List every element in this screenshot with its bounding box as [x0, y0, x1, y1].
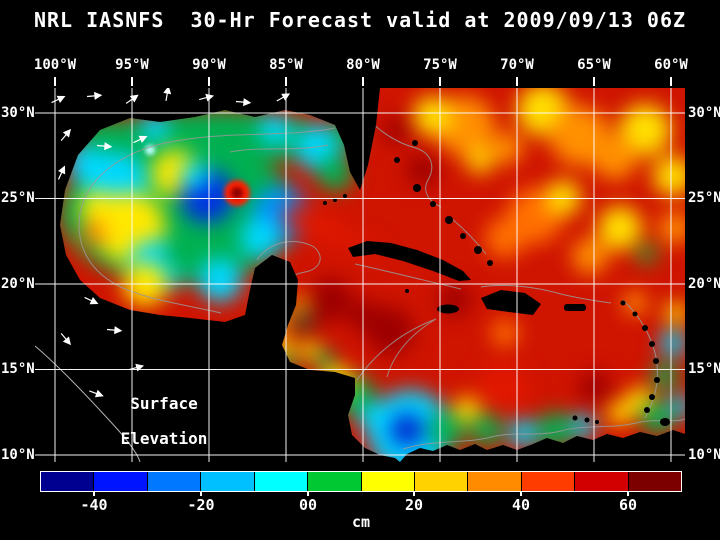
island-jamaica: [437, 304, 459, 314]
lon-tick-label: 60°W: [654, 57, 688, 73]
annotation-elevation: Elevation: [120, 429, 208, 448]
lon-tick-label: 70°W: [500, 57, 534, 73]
lat-tick-label: 10°N: [688, 447, 720, 463]
colorbar-segment: [361, 472, 414, 491]
colorbar-segment: [575, 472, 628, 491]
islands-florida-keys: [323, 194, 409, 293]
lon-tick-label: 80°W: [346, 57, 380, 73]
colorbar-tick-mark: [93, 492, 95, 496]
lon-tick-mark: [516, 77, 518, 86]
colorbar-segment: [628, 472, 682, 491]
lon-tick-label: 65°W: [577, 57, 611, 73]
pacific-coastline: [34, 345, 141, 463]
colorbar-segment: [41, 472, 94, 491]
lat-tick-label: 10°N: [1, 447, 35, 463]
lat-tick-label: 20°N: [688, 276, 720, 292]
colorbar-tick-mark: [520, 492, 522, 496]
lat-tick-label: 30°N: [1, 105, 35, 121]
lon-tick-mark: [208, 77, 210, 86]
island-puerto-rico: [564, 304, 586, 311]
colorbar-segment: [468, 472, 521, 491]
lon-tick-mark: [131, 77, 133, 86]
lon-tick-label: 75°W: [423, 57, 457, 73]
grid-lines: [35, 88, 685, 462]
colorbar-segment: [147, 472, 201, 491]
colorbar-segment: [414, 472, 468, 491]
colorbar-segment: [308, 472, 361, 491]
colorbar-tick-label: -20: [187, 496, 215, 514]
annotation-surface: Surface: [130, 394, 198, 413]
lon-tick-label: 85°W: [269, 57, 303, 73]
colorbar-segment: [254, 472, 308, 491]
colorbar-tick-mark: [307, 492, 309, 496]
lat-tick-label: 25°N: [1, 190, 35, 206]
lon-tick-mark: [54, 77, 56, 86]
colorbar-tick-label: -40: [80, 496, 108, 514]
colorbar-tick-mark: [413, 492, 415, 496]
lat-tick-label: 30°N: [688, 105, 720, 121]
colorbar-tick-label: 40: [511, 496, 531, 514]
lon-tick-mark: [285, 77, 287, 86]
colorbar-unit-label: cm: [351, 513, 371, 531]
lat-tick-label: 20°N: [1, 276, 35, 292]
elevation-map-svg: [34, 84, 693, 474]
landmass-south-america: [400, 430, 685, 462]
lon-tick-mark: [362, 77, 364, 86]
island-trinidad: [660, 418, 670, 426]
islands-bahamas: [394, 140, 493, 266]
lon-tick-label: 90°W: [192, 57, 226, 73]
page-title: NRL IASNFS 30-Hr Forecast valid at 2009/…: [33, 8, 687, 32]
colorbar-tick-mark: [627, 492, 629, 496]
island-hispaniola: [481, 290, 541, 315]
lon-tick-mark: [593, 77, 595, 86]
map-plot: [34, 84, 693, 474]
lon-tick-mark: [670, 77, 672, 86]
lon-tick-label: 95°W: [115, 57, 149, 73]
colorbar-tick-mark: [200, 492, 202, 496]
island-cayman: [405, 289, 409, 293]
colorbar-tick-label: 00: [298, 496, 318, 514]
landmass-north-central-america: [35, 88, 400, 462]
islands-lesser-antilles: [572, 300, 670, 426]
colorbar-tick-label: 60: [618, 496, 638, 514]
lon-tick-label: 100°W: [33, 57, 77, 73]
lat-tick-label: 15°N: [688, 361, 720, 377]
colorbar-segment: [521, 472, 575, 491]
colorbar-segment: [201, 472, 254, 491]
colorbar-segment: [94, 472, 147, 491]
lon-tick-mark: [439, 77, 441, 86]
lat-tick-label: 25°N: [688, 190, 720, 206]
colorbar-tick-label: 20: [404, 496, 424, 514]
lat-tick-label: 15°N: [1, 361, 35, 377]
colorbar: [40, 471, 682, 492]
